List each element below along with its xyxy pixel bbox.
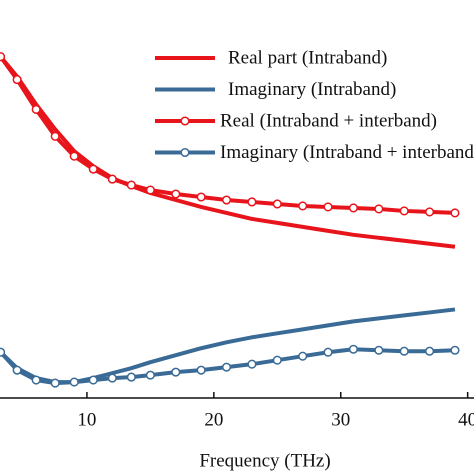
marker (50, 378, 60, 388)
marker (88, 164, 98, 174)
marker (69, 377, 79, 387)
marker (247, 359, 257, 369)
marker (247, 197, 257, 207)
marker (450, 345, 460, 355)
marker (0, 52, 6, 62)
marker (145, 185, 155, 195)
marker (348, 203, 358, 213)
marker (450, 208, 460, 218)
marker (221, 362, 232, 372)
marker (425, 207, 435, 217)
marker (145, 370, 155, 380)
legend-label: Imaginary (Intraband) (228, 79, 396, 100)
marker (374, 345, 384, 355)
marker (12, 75, 22, 85)
legend-label: Imaginary (Intraband + interband) (220, 142, 474, 163)
legend-marker (180, 116, 190, 126)
marker (107, 373, 117, 383)
marker (107, 174, 117, 184)
marker (399, 206, 409, 216)
marker (126, 180, 136, 190)
x-tick-label: 30 (331, 409, 350, 430)
marker (171, 189, 181, 199)
legend-label: Real part (Intraband) (228, 47, 387, 68)
marker (31, 104, 41, 114)
marker (272, 199, 282, 209)
marker (88, 375, 98, 385)
marker (348, 344, 358, 354)
marker (323, 202, 333, 212)
marker (69, 151, 79, 161)
marker (126, 372, 136, 382)
marker (196, 192, 206, 202)
marker (399, 346, 409, 356)
series-line (0, 55, 456, 249)
x-tick-label: 40 (458, 409, 474, 430)
marker (298, 351, 308, 361)
x-tick-label: 20 (204, 409, 223, 430)
legend-marker (180, 147, 190, 158)
marker (323, 347, 333, 357)
marker (374, 204, 384, 214)
marker (171, 367, 181, 377)
x-axis-label: Frequency (THz) (199, 450, 330, 471)
marker (12, 365, 22, 375)
marker (0, 347, 6, 357)
marker (196, 365, 206, 375)
marker (50, 131, 60, 141)
legend-label: Real (Intraband + interband) (220, 110, 437, 131)
marker (425, 346, 435, 356)
x-tick-label: 10 (77, 409, 96, 430)
marker (221, 195, 232, 205)
marker (298, 201, 308, 211)
marker (31, 375, 41, 385)
marker (272, 355, 282, 365)
